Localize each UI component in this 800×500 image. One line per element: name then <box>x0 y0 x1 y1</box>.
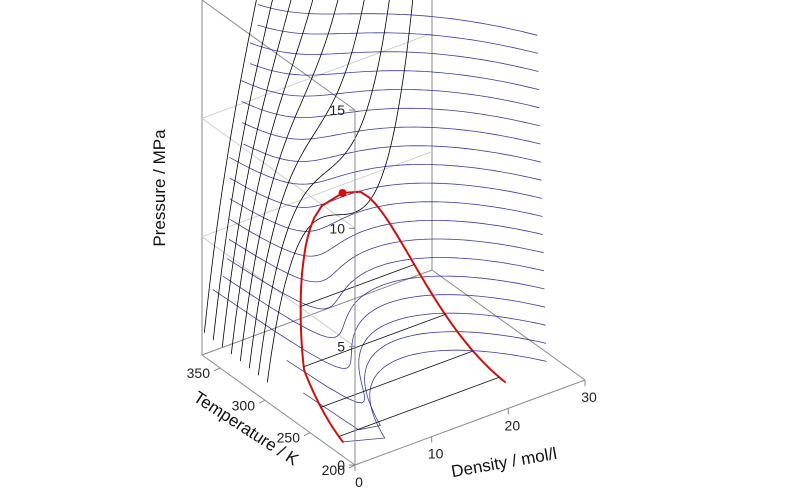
coexistence-curve-layer <box>299 188 507 444</box>
temperature-tick-label: 200 <box>322 462 346 478</box>
wall-gridlines <box>201 32 433 348</box>
isobar <box>229 218 544 257</box>
tick-mark <box>213 367 221 372</box>
isobar <box>342 349 547 443</box>
box-edge <box>431 269 586 381</box>
box-edge <box>201 269 433 356</box>
gridline <box>201 117 356 229</box>
isobar <box>212 289 546 369</box>
temperature-tick-label: 250 <box>277 430 301 446</box>
isotherm <box>221 0 292 348</box>
tick-mark <box>258 399 266 404</box>
isobar <box>286 312 546 404</box>
critical-point-marker <box>338 188 347 197</box>
pvt-surface <box>203 0 547 443</box>
isobar <box>257 24 538 54</box>
tie-line <box>300 264 415 307</box>
pressure-tick-label: 0 <box>337 457 345 473</box>
isobar <box>227 257 545 310</box>
isotherm <box>212 0 273 340</box>
isobar <box>229 198 543 232</box>
isobar <box>229 177 543 208</box>
isobar <box>257 4 538 36</box>
isobar <box>242 122 541 145</box>
tick-mark <box>348 464 356 469</box>
isobar <box>241 80 540 109</box>
isotherm <box>239 0 339 362</box>
isobar <box>241 101 540 127</box>
tie-line <box>338 376 500 437</box>
tick-layer: 0 5 10 15 0 10 20 30 200 250 300 350 <box>187 102 597 490</box>
density-tick-label: 10 <box>428 446 444 462</box>
plot-box-back <box>201 0 586 381</box>
isobar <box>249 63 539 90</box>
isotherm <box>203 0 257 333</box>
tie-line <box>303 314 446 368</box>
isotherm <box>266 0 414 383</box>
isobar <box>249 42 539 72</box>
pressure-tick-label: 10 <box>329 220 345 236</box>
box-edge <box>354 379 586 466</box>
density-tick-label: 0 <box>355 474 363 490</box>
density-axis-title: Density / mol/l <box>450 444 558 481</box>
gridline <box>201 236 356 348</box>
temperature-tick-label: 350 <box>187 365 211 381</box>
isobar <box>243 143 542 163</box>
pressure-tick-label: 5 <box>337 339 345 355</box>
isobar <box>228 238 544 283</box>
pressure-axis-title: Pressure / MPa <box>150 129 169 247</box>
gridline <box>201 32 433 119</box>
tie-line <box>320 350 474 408</box>
isobar <box>229 156 542 185</box>
temperature-tick-label: 300 <box>232 397 256 413</box>
isobar <box>303 331 547 431</box>
box-edge <box>201 354 356 466</box>
isotherm <box>230 0 314 355</box>
isotherm <box>248 0 365 369</box>
pressure-tick-label: 15 <box>329 102 345 118</box>
density-tick-label: 30 <box>581 389 597 405</box>
isobar <box>222 275 545 339</box>
box-edge <box>201 0 356 111</box>
isotherm <box>257 0 390 376</box>
density-tick-label: 20 <box>505 417 521 433</box>
plot-box-front <box>201 110 586 466</box>
gridline <box>201 151 433 238</box>
tick-mark <box>303 432 311 437</box>
